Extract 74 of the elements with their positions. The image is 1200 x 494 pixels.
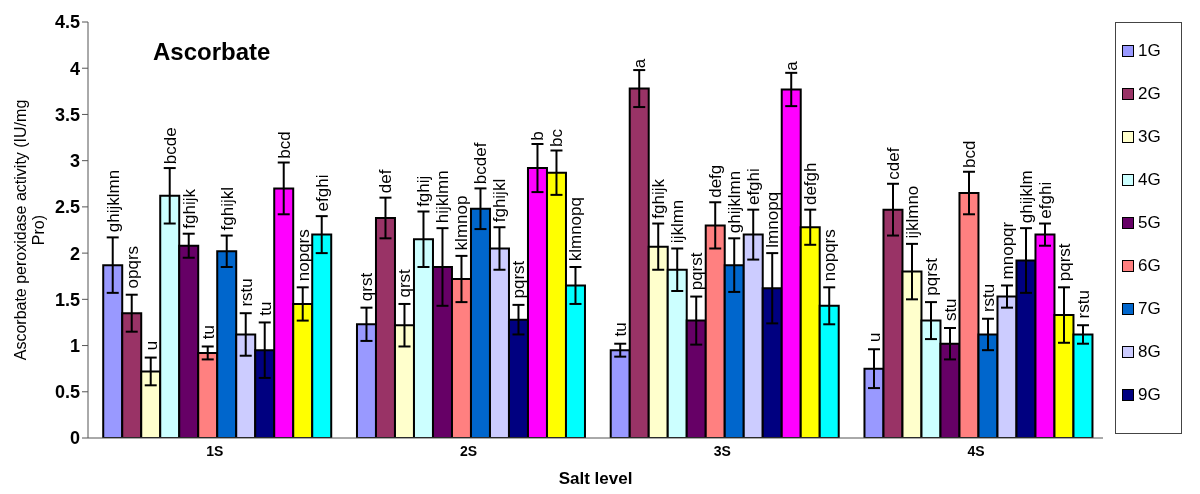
data-label: hijklmn bbox=[433, 170, 453, 224]
data-label: def bbox=[376, 169, 396, 194]
x-tick-label: 2S bbox=[460, 442, 478, 459]
data-label: klmnopq bbox=[566, 197, 586, 262]
data-label: a bbox=[782, 60, 802, 71]
data-label: rstu bbox=[236, 278, 256, 307]
data-label: tu bbox=[255, 301, 275, 316]
y-tick-label: 0 bbox=[69, 428, 80, 449]
x-tick-label: 1S bbox=[206, 442, 224, 459]
data-label: nopqrs bbox=[293, 229, 313, 282]
y-tick-label: 0.5 bbox=[54, 382, 80, 403]
y-axis-title: Ascorbate peroxidase activity (IU/mg Pro) bbox=[12, 99, 47, 361]
data-label: rstu bbox=[1073, 290, 1093, 319]
x-tick-label: 3S bbox=[713, 442, 731, 459]
data-label: ghijklm bbox=[1016, 170, 1036, 224]
data-label: tu bbox=[198, 325, 218, 340]
data-label: pqrst bbox=[1054, 243, 1074, 282]
text: Ascorbate bbox=[153, 38, 271, 66]
legend-label: 3G bbox=[1138, 126, 1161, 147]
data-label: stu bbox=[940, 298, 960, 322]
data-label: pqrst bbox=[509, 260, 529, 299]
data-label: efghi bbox=[1035, 181, 1055, 219]
legend-label: 6G bbox=[1138, 255, 1161, 276]
data-label: lmnopq bbox=[763, 191, 783, 248]
data-label: fghijk bbox=[179, 188, 199, 229]
legend-label: 8G bbox=[1138, 341, 1161, 362]
data-label: pqrst bbox=[921, 257, 941, 296]
legend-label: 9G bbox=[1138, 384, 1161, 405]
y-tick-label: 1 bbox=[69, 335, 80, 356]
data-label: mnopqr bbox=[997, 221, 1017, 280]
legend-label: 4G bbox=[1138, 169, 1161, 190]
y-tick-label: 2 bbox=[69, 243, 80, 264]
data-label: bcde bbox=[160, 127, 180, 165]
data-label: nopqrs bbox=[820, 229, 840, 282]
data-label: fghijkl bbox=[490, 178, 510, 223]
data-label: a bbox=[630, 58, 650, 69]
y-tick-label: 3 bbox=[69, 151, 80, 172]
x-axis-title: Salt level bbox=[558, 469, 633, 488]
data-label: u bbox=[141, 340, 161, 351]
data-label: fghijk bbox=[649, 178, 669, 219]
y-tick-label: 2.5 bbox=[54, 197, 80, 218]
legend-label: 7G bbox=[1138, 298, 1161, 319]
data-label: ijklmn bbox=[668, 199, 688, 244]
data-label: bc bbox=[547, 128, 567, 148]
legend-label: 5G bbox=[1138, 212, 1161, 233]
data-label: defg bbox=[706, 164, 726, 198]
data-label: fghijkl bbox=[217, 186, 237, 231]
data-label: cdef bbox=[883, 147, 903, 180]
data-label: fghij bbox=[414, 175, 434, 207]
data-label: tu bbox=[611, 322, 631, 337]
data-label: ijklmno bbox=[902, 185, 922, 239]
data-label: u bbox=[864, 332, 884, 342]
y-tick-label: 4 bbox=[69, 58, 80, 79]
data-label: defgh bbox=[801, 162, 821, 206]
y-tick-label: 1.5 bbox=[54, 289, 80, 310]
y-tick-label: 3.5 bbox=[54, 104, 80, 125]
data-label: bcdef bbox=[471, 142, 491, 185]
x-tick-label: 4S bbox=[967, 442, 985, 459]
data-label: qrst bbox=[357, 272, 377, 302]
legend-label: 1G bbox=[1138, 40, 1161, 61]
data-label: b bbox=[528, 131, 548, 141]
data-label: efghi bbox=[744, 168, 764, 206]
data-label: efghi bbox=[312, 174, 332, 212]
data-label: ghijklmn bbox=[103, 169, 123, 233]
data-label: bcd bbox=[959, 140, 979, 168]
data-label: ghijklmn bbox=[725, 170, 745, 234]
data-label: rstu bbox=[978, 283, 998, 313]
legend-label: 2G bbox=[1138, 83, 1161, 104]
data-label: klmnop bbox=[452, 195, 472, 251]
y-tick-label: 4.5 bbox=[54, 12, 80, 33]
data-label: pqrst bbox=[687, 252, 707, 291]
data-label: opqrs bbox=[122, 245, 142, 289]
data-label: qrst bbox=[395, 268, 415, 298]
data-label: bcd bbox=[274, 131, 294, 159]
